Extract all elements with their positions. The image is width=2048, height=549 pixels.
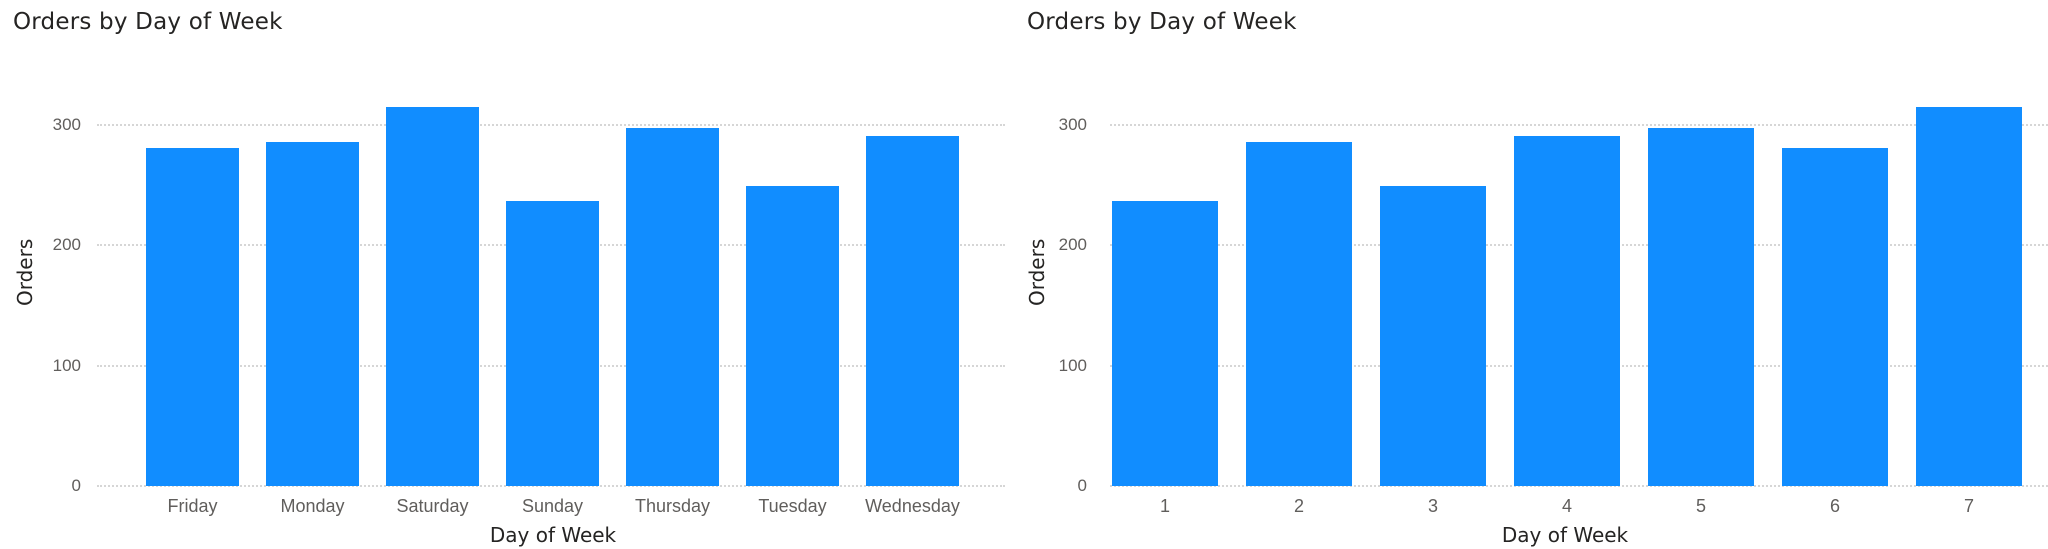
gridline	[97, 485, 1005, 487]
bar[interactable]	[1782, 148, 1888, 486]
x-axis-title: Day of Week	[489, 523, 617, 547]
x-tick-label: Thursday	[634, 496, 711, 516]
y-tick-label: 300	[1058, 115, 1087, 134]
gridline	[1110, 124, 2048, 126]
bar[interactable]	[1112, 201, 1218, 486]
y-tick-label: 100	[52, 356, 81, 375]
bar[interactable]	[386, 107, 479, 486]
y-axis-title: Orders	[13, 238, 37, 306]
gridline	[97, 124, 1005, 126]
x-tick-label: 2	[1293, 496, 1305, 516]
x-tick-label: Monday	[280, 496, 345, 516]
y-tick-label: 300	[52, 115, 81, 134]
chart-right[interactable]: Orders by Day of Week Orders 300 200 100…	[1010, 0, 2048, 549]
y-tick-label: 0	[71, 476, 81, 495]
x-tick-label: 5	[1695, 496, 1707, 516]
chart-left[interactable]: Orders by Day of Week Orders 300 200 100…	[0, 0, 1010, 549]
y-tick-label: 200	[1058, 235, 1087, 254]
x-tick-label: 1	[1159, 496, 1171, 516]
bar[interactable]	[506, 201, 599, 486]
bar[interactable]	[1514, 136, 1620, 486]
bar[interactable]	[626, 127, 719, 486]
x-tick-label: 6	[1829, 496, 1841, 516]
bar[interactable]	[146, 148, 239, 486]
x-tick-label: Tuesday	[758, 496, 827, 516]
bar[interactable]	[1648, 127, 1754, 486]
bar[interactable]	[266, 142, 359, 486]
bar[interactable]	[1246, 142, 1352, 486]
x-tick-label: Sunday	[521, 496, 584, 516]
bar[interactable]	[746, 185, 839, 486]
x-tick-label: Saturday	[396, 496, 469, 516]
x-tick-label: Friday	[167, 496, 218, 516]
x-axis-title: Day of Week	[1501, 523, 1629, 547]
bar[interactable]	[1916, 107, 2022, 486]
chart-title: Orders by Day of Week	[1027, 9, 1297, 35]
bar[interactable]	[1380, 185, 1486, 486]
y-tick-label: 200	[52, 235, 81, 254]
x-tick-label: 3	[1427, 496, 1439, 516]
x-tick-label: 4	[1561, 496, 1573, 516]
bar[interactable]	[866, 136, 959, 486]
y-axis-title: Orders	[1025, 238, 1049, 306]
y-tick-label: 0	[1077, 476, 1087, 495]
chart-title: Orders by Day of Week	[13, 9, 283, 35]
x-tick-label: Wednesday	[865, 496, 960, 516]
gridline	[1110, 485, 2048, 487]
x-tick-label: 7	[1963, 496, 1975, 516]
y-tick-label: 100	[1058, 356, 1087, 375]
